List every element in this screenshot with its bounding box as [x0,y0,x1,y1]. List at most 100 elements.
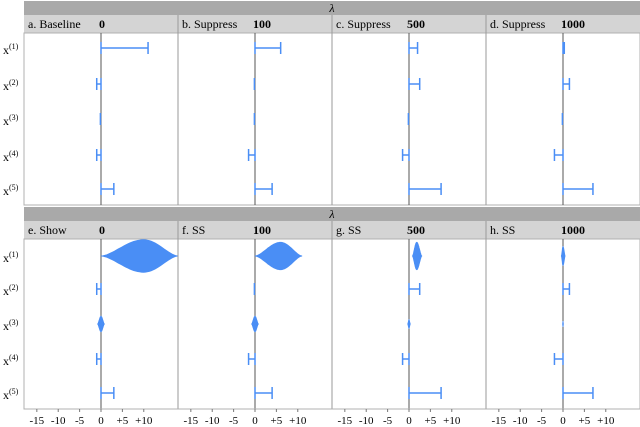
violin-x3 [407,319,411,329]
panel-label: b. Suppress [182,17,238,31]
interval-x4 [95,149,102,161]
x-tick-label: +10 [443,415,461,427]
interval-x2 [562,78,571,90]
interval-x4 [553,149,564,161]
panel-a: a. Baseline 0 [23,17,179,206]
interval-x2 [95,78,102,90]
x-tick-label: -15 [491,415,506,427]
x-axis: -15 -10 -5 0 +5 +10 -15 -10 -5 0 +5 +10 -15 -10 -5 0 +5 +… [24,408,640,427]
interval-x2 [408,78,421,90]
interval-x5 [562,387,594,399]
panel-label: a. Baseline [28,17,81,31]
row-label-x4: x(4) [3,149,19,164]
interval-x2 [562,283,571,295]
lambda-header: λ [24,207,640,221]
row-label-x2: x(2) [3,78,19,93]
lambda-header-strip [24,207,640,221]
row-label-x1: x(1) [3,250,19,265]
panel-label: f. SS [182,223,205,237]
interval-x5 [254,183,273,195]
panel-lambda-value: 0 [99,223,105,237]
lambda-header-text: λ [328,1,334,15]
violin-x3 [97,315,105,333]
panel-lambda-value: 500 [407,17,425,31]
chart-root: λ x(1) x(2) x(3) x(4) x(5) a. Baseline 0 b. Supp… [3,1,640,427]
panel-lambda-value: 500 [407,223,425,237]
panel-h: h. SS 1000 [485,223,640,410]
panel-b: b. Suppress 100 [177,17,333,206]
x-tick-label: +10 [597,415,615,427]
interval-x5 [408,387,442,399]
x-tick-label: -5 [75,415,85,427]
x-tick-label: -10 [359,415,374,427]
interval-x4 [401,149,410,161]
panel-f: f. SS 100 [177,223,333,410]
row-label-x3: x(3) [3,113,19,128]
band-1: λ x(1) x(2) x(3) x(4) x(5) a. Baseline 0 b. Supp… [3,1,640,206]
x-tick-label: 0 [252,415,258,427]
x-tick-label: -15 [29,415,44,427]
violin-x1 [560,246,566,266]
panel-label: h. SS [490,223,515,237]
interval-x2 [408,283,421,295]
band-2: λ x(1) x(2) x(3) x(4) x(5) e. Show 0 f. SS 100 g. … [3,207,640,410]
x-tick-label: 0 [98,415,104,427]
x-tick-label: +5 [117,415,129,427]
panel-lambda-value: 100 [253,17,271,31]
x-tick-label: 0 [560,415,566,427]
x-tick-label: +5 [579,415,591,427]
x-tick-label: -10 [205,415,220,427]
violin-x1 [254,241,303,271]
interval-x1 [254,42,282,54]
panel-g: g. SS 500 [331,223,487,410]
interval-x5 [100,183,115,195]
interval-x1 [408,42,419,54]
x-tick-label: +10 [289,415,307,427]
x-tick-label: 0 [406,415,412,427]
row-label-x5: x(5) [3,387,19,402]
x-tick-label: -5 [537,415,547,427]
x-tick-label: -15 [183,415,198,427]
panel-label: d. Suppress [490,17,546,31]
x-tick-label: -10 [51,415,66,427]
panel-label: g. SS [336,223,361,237]
x-tick-label: -15 [337,415,352,427]
panel-label: c. Suppress [336,17,391,31]
panel-lambda-value: 1000 [561,223,585,237]
x-tick-label: +5 [425,415,437,427]
row-label-x3: x(3) [3,318,19,333]
violin-x3 [562,321,564,327]
x-tick-label: -10 [513,415,528,427]
row-label-x5: x(5) [3,183,19,198]
x-tick-label: -5 [229,415,239,427]
interval-x5 [562,183,594,195]
interval-x5 [408,183,442,195]
row-label-x4: x(4) [3,353,19,368]
panel-lambda-value: 1000 [561,17,585,31]
interval-x5 [100,387,115,399]
x-tick-label: -5 [383,415,393,427]
interval-x5 [254,387,273,399]
row-label-x1: x(1) [3,42,19,57]
panel-d: d. Suppress 1000 [485,17,640,206]
panel-lambda-value: 0 [99,17,105,31]
interval-x4 [95,353,102,365]
interval-x4 [553,353,564,365]
lambda-header: λ [24,1,640,15]
violin-x3 [251,315,259,333]
panel-lambda-value: 100 [253,223,271,237]
x-tick-label: +10 [135,415,153,427]
panel-e: e. Show 0 [23,223,179,410]
lambda-header-text: λ [328,207,334,221]
interval-x4 [247,149,256,161]
panel-c: c. Suppress 500 [331,17,487,206]
row-label-x2: x(2) [3,283,19,298]
violin-x1 [411,241,423,271]
panel-label: e. Show [28,223,67,237]
x-tick-label: +5 [271,415,283,427]
interval-x1 [100,42,149,54]
interval-x1 [562,42,566,54]
interval-x4 [247,353,256,365]
lambda-header-strip [24,1,640,15]
